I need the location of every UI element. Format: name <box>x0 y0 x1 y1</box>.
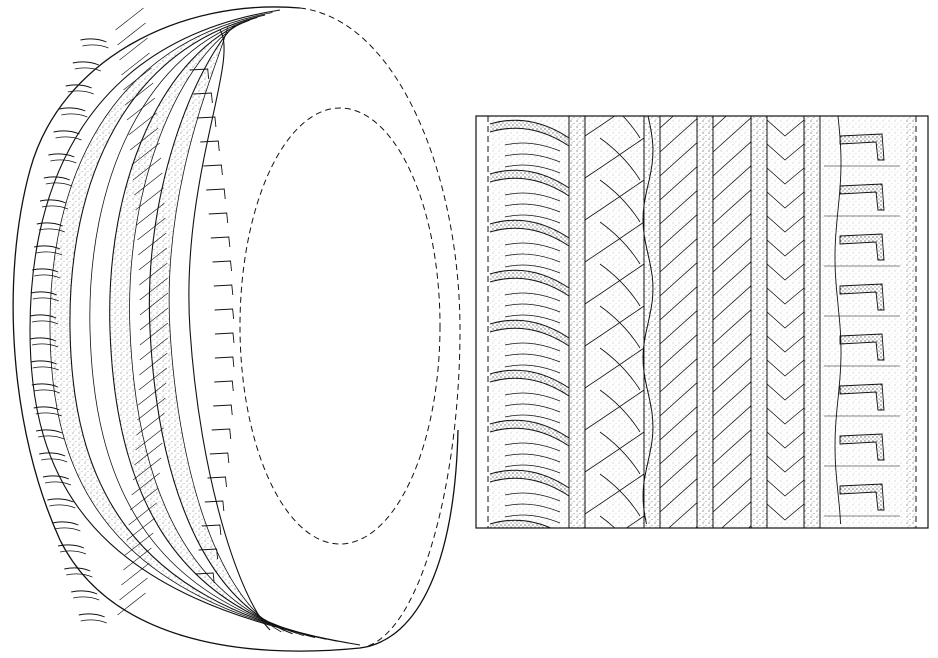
shoulder-lug-line <box>36 430 62 433</box>
shoulder-lug-line <box>79 614 105 617</box>
rib-diagonal-sipe <box>713 46 751 80</box>
tread-pattern <box>488 22 916 584</box>
rib-chevron-sipe <box>767 528 804 544</box>
center-diagonal-sipe <box>118 23 146 45</box>
shoulder-lug-line <box>56 137 82 140</box>
shoulder-lug-line <box>41 459 67 462</box>
shoulder-lug-line <box>59 108 85 111</box>
sidewall-lug <box>214 285 233 295</box>
shoulder-lug-line <box>39 453 65 456</box>
sidewall-lug <box>205 501 224 511</box>
circumferential-groove <box>804 116 820 528</box>
rib-diagonal-sipe <box>660 527 697 560</box>
shoulder-lug-line <box>73 62 99 65</box>
shoulder-lug-line <box>54 528 80 531</box>
sidewall-lug <box>197 117 216 127</box>
shoulder-lug-line <box>49 505 75 508</box>
tread-rib <box>660 116 697 528</box>
center-diagonal-sipe <box>121 563 149 585</box>
sidewall-lug <box>215 333 234 343</box>
shoulder-lug-line <box>66 574 92 577</box>
tire-bead-opening-broken-line <box>240 108 440 544</box>
tire-sidewall-broken-line <box>300 8 460 648</box>
shoulder-lug-line <box>46 183 72 186</box>
sidewall-lug <box>214 381 233 391</box>
tread-rib <box>713 116 751 528</box>
rib-diagonal-sipe <box>713 22 751 56</box>
center-diagonal-sipe <box>127 518 155 540</box>
rib-diagonal-sipe <box>713 550 751 584</box>
rib-diagonal-sipe <box>713 526 751 560</box>
shoulder-lug-line <box>60 551 86 554</box>
shoulder-lug-line <box>81 620 107 623</box>
shoulder-lug-line <box>61 114 87 117</box>
rib-diagonal-sipe <box>713 70 751 104</box>
rib-diagonal-sipe <box>660 551 697 584</box>
shoulder-lug-line <box>48 154 74 157</box>
rib-diagonal-sipe <box>660 47 697 80</box>
tire-outer-outline <box>13 7 458 651</box>
circumferential-groove <box>751 116 767 528</box>
shoulder-lug-line <box>44 177 70 180</box>
sidewall-lug <box>212 429 231 439</box>
shoulder-lug-line <box>47 499 73 502</box>
shoulder-lug-line <box>45 482 71 485</box>
rib-diagonal-sipe <box>660 71 697 104</box>
shoulder-lug-line <box>82 45 108 48</box>
shoulder-sipe <box>505 565 560 573</box>
sidewall-lug <box>210 453 229 463</box>
shoulder-sipe <box>505 543 560 551</box>
sidewall-lug <box>200 141 219 151</box>
sidewall-lug <box>215 309 234 319</box>
circumferential-groove <box>569 116 585 528</box>
shoulder-lug-line <box>54 131 80 134</box>
center-diagonal-sipe <box>120 578 148 600</box>
shoulder-lug-line <box>71 591 97 594</box>
shoulder-band <box>905 116 916 528</box>
shoulder-lug-line <box>38 436 64 439</box>
shoulder-lug-line <box>40 200 66 203</box>
tire-tread-perspective <box>30 8 360 645</box>
shoulder-lug-line <box>52 522 78 525</box>
rib-diagonal-sipe <box>660 23 697 56</box>
sidewall-lug <box>203 165 222 175</box>
sidewall-lug <box>215 357 234 367</box>
sidewall-lug <box>209 213 228 223</box>
circumferential-groove <box>697 116 713 528</box>
center-diagonal-sipe <box>116 8 144 30</box>
tread-plan-view <box>476 22 928 584</box>
tire-perspective-view <box>13 7 460 651</box>
sidewall-lug <box>213 405 232 415</box>
sidewall-lug <box>213 261 232 271</box>
center-diagonal-sipe <box>118 593 146 615</box>
shoulder-sipe <box>505 554 560 562</box>
shoulder-lug-line <box>43 476 69 479</box>
tread-rib <box>767 116 804 528</box>
shoulder-lug-line <box>80 39 106 42</box>
shoulder-lug-line <box>73 597 99 600</box>
sidewall-lug <box>206 189 225 199</box>
shoulder-groove <box>490 528 569 546</box>
sidewall-lug <box>211 237 230 247</box>
circumferential-groove <box>644 116 660 528</box>
rib-chevron-sipe <box>767 96 804 112</box>
shoulder-lug-line <box>58 545 84 548</box>
